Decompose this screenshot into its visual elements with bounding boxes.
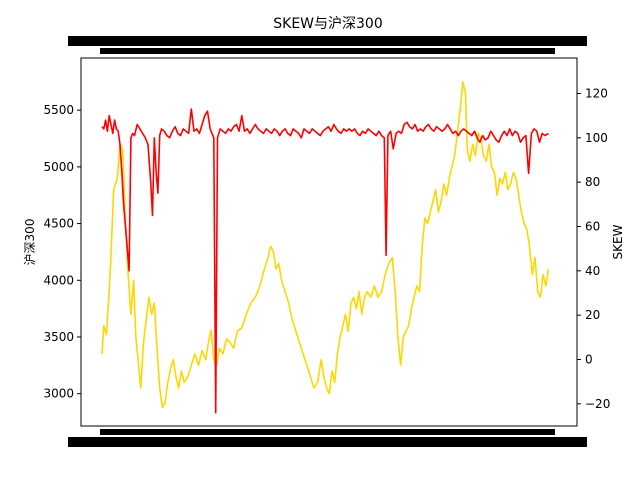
right-y-tick-label: −20 (585, 397, 610, 411)
right-y-tick-label: 100 (585, 131, 608, 145)
left-y-tick-label: 5500 (43, 103, 74, 117)
right-y-tick-label: 60 (585, 219, 600, 233)
left-y-tick-label: 5000 (43, 160, 74, 174)
right-y-tick-label: 0 (585, 352, 593, 366)
y-axis-label-left: 沪深300 (23, 219, 37, 266)
top-tick-band-inner (100, 48, 555, 54)
right-y-axis: −20 0 20 40 60 80 100 120 (577, 86, 610, 411)
left-y-tick-label: 3500 (43, 330, 74, 344)
y-axis-label-right: SKEW (611, 224, 625, 259)
plot-frame (80, 57, 578, 427)
left-y-tick-label: 3000 (43, 387, 74, 401)
chart-title: SKEW与沪深300 (273, 16, 382, 32)
right-y-tick-label: 40 (585, 264, 600, 278)
left-y-tick-label: 4500 (43, 217, 74, 231)
right-y-tick-label: 80 (585, 175, 600, 189)
bottom-tick-band (68, 437, 587, 447)
left-y-axis: 3000 3500 4000 4500 5000 5500 (43, 103, 81, 401)
left-y-tick-label: 4000 (43, 273, 74, 287)
top-tick-marks (68, 36, 587, 54)
series-line-0 (101, 81, 550, 409)
series-line-1 (101, 108, 549, 414)
bottom-tick-band-inner (100, 429, 555, 435)
bottom-tick-marks (68, 429, 587, 447)
right-y-tick-label: 20 (585, 308, 600, 322)
top-tick-band (68, 36, 587, 46)
right-y-tick-label: 120 (585, 86, 608, 100)
series-layer (101, 81, 550, 414)
